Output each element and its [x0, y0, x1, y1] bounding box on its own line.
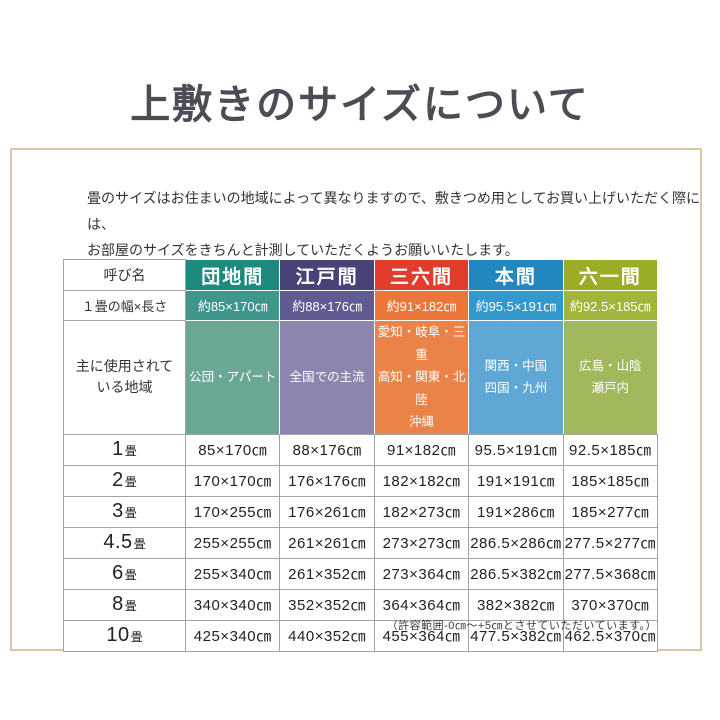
- value-cell: 185×277㎝: [562, 495, 658, 528]
- size-row-label: １畳の幅×長さ: [63, 290, 186, 321]
- table-row-2jo: 2畳 170×170㎝ 176×176㎝ 182×182㎝ 191×191㎝ 1…: [63, 464, 658, 497]
- region-cell: 公団・アパート: [184, 320, 281, 435]
- table-row-1jo: 1畳 85×170㎝ 88×176㎝ 91×182㎝ 95.5×191㎝ 92.…: [63, 433, 658, 466]
- tolerance-note: （許容範囲-0㎝～+5㎝とさせていただいています。）: [386, 620, 657, 632]
- column-header-rokuichima: 六一間: [562, 259, 658, 291]
- table-row-10jo: 10畳 425×340㎝ 440×352㎝ 455×364㎝ 477.5×382…: [63, 619, 658, 652]
- value-cell: 170×170㎝: [184, 464, 281, 497]
- value-cell: 176×176㎝: [279, 464, 375, 497]
- row-label-unit: 畳: [130, 630, 143, 644]
- value-cell: 182×182㎝: [373, 464, 470, 497]
- value-cell: 277.5×368㎝: [562, 557, 658, 590]
- unit-size-cell: 約85×170㎝: [184, 290, 281, 321]
- column-header-danchima: 団地間: [184, 259, 281, 291]
- row-label: 6畳: [63, 557, 186, 590]
- value-cell: 440×352㎝: [279, 619, 375, 652]
- value-cell: 176×261㎝: [279, 495, 375, 528]
- tatami-size-table: 呼び名 団地間 江戸間 三六間 本間 六一間 １畳の幅×長さ 約85×170㎝ …: [63, 259, 658, 652]
- value-cell: 261×261㎝: [279, 526, 375, 559]
- row-label-unit: 畳: [124, 475, 137, 489]
- row-label-unit: 畳: [124, 568, 137, 582]
- column-header-edoma: 江戸間: [279, 259, 375, 291]
- value-cell: 88×176㎝: [279, 433, 375, 466]
- value-cell: 352×352㎝: [279, 588, 375, 621]
- row-label-number: 3: [112, 500, 124, 522]
- value-cell: 273×273㎝: [373, 526, 470, 559]
- unit-size-cell: 約92.5×185㎝: [562, 290, 658, 321]
- row-label-unit: 畳: [124, 506, 137, 520]
- value-cell: 382×382㎝: [468, 588, 564, 621]
- region-cell: 愛知・岐阜・三重 高知・関東・北陸 沖縄: [373, 320, 470, 435]
- unit-size-cell: 約91×182㎝: [373, 290, 470, 321]
- row-label-number: 6: [112, 562, 124, 584]
- value-cell: 462.5×370㎝: [562, 619, 658, 652]
- value-cell: 91×182㎝: [373, 433, 470, 466]
- row-label-number: 8: [112, 593, 124, 615]
- table-header-row: 呼び名 団地間 江戸間 三六間 本間 六一間: [63, 259, 658, 291]
- unit-size-cell: 約95.5×191㎝: [468, 290, 564, 321]
- region-cell: 広島・山陰 瀬戸内: [562, 320, 658, 435]
- row-label: 3畳: [63, 495, 186, 528]
- value-cell: 455×364㎝: [373, 619, 470, 652]
- row-label-unit: 畳: [124, 444, 137, 458]
- value-cell: 340×340㎝: [184, 588, 281, 621]
- value-cell: 185×185㎝: [562, 464, 658, 497]
- row-label: 10畳: [63, 619, 186, 652]
- table-row-4-5jo: 4.5畳 255×255㎝ 261×261㎝ 273×273㎝ 286.5×28…: [63, 526, 658, 559]
- page-title: 上敷きのサイズについて: [130, 81, 590, 128]
- corner-header: 呼び名: [63, 259, 186, 291]
- table-row-6jo: 6畳 255×340㎝ 261×352㎝ 273×364㎝ 286.5×382㎝…: [63, 557, 658, 590]
- value-cell: 277.5×277㎝: [562, 526, 658, 559]
- value-cell: 286.5×382㎝: [468, 557, 564, 590]
- row-label-unit: 畳: [133, 537, 146, 551]
- row-label: 8畳: [63, 588, 186, 621]
- value-cell: 261×352㎝: [279, 557, 375, 590]
- region-row-label: 主に使用されて いる地域: [63, 320, 186, 435]
- row-label-number: 10: [106, 624, 130, 646]
- table-row-8jo: 8畳 340×340㎝ 352×352㎝ 364×364㎝ 382×382㎝ 3…: [63, 588, 658, 621]
- value-cell: 95.5×191㎝: [468, 433, 564, 466]
- unit-size-cell: 約88×176㎝: [279, 290, 375, 321]
- value-cell: 273×364㎝: [373, 557, 470, 590]
- value-cell: 85×170㎝: [184, 433, 281, 466]
- row-label-number: 1: [112, 438, 124, 460]
- value-cell: 370×370㎝: [562, 588, 658, 621]
- value-cell: 286.5×286㎝: [468, 526, 564, 559]
- value-cell: 255×255㎝: [184, 526, 281, 559]
- description-line-1: 畳のサイズはお住まいの地域によって異なりますので、敷きつめ用としてお買い上げいた…: [87, 190, 701, 232]
- region-cell: 全国での主流: [279, 320, 375, 435]
- row-label: 4.5畳: [63, 526, 186, 559]
- column-header-honma: 本間: [468, 259, 564, 291]
- value-cell: 425×340㎝: [184, 619, 281, 652]
- value-cell: 170×255㎝: [184, 495, 281, 528]
- description: 畳のサイズはお住まいの地域によって異なりますので、敷きつめ用としてお買い上げいた…: [87, 185, 720, 263]
- description-line-2: お部屋のサイズをきちんと計測していただくようお願いいたします。: [87, 242, 519, 258]
- column-header-sabuma: 三六間: [373, 259, 470, 291]
- row-label-number: 4.5: [103, 531, 133, 553]
- row-label: 2畳: [63, 464, 186, 497]
- value-cell: 255×340㎝: [184, 557, 281, 590]
- value-cell: 364×364㎝: [373, 588, 470, 621]
- row-label: 1畳: [63, 433, 186, 466]
- table-row-3jo: 3畳 170×255㎝ 176×261㎝ 182×273㎝ 191×286㎝ 1…: [63, 495, 658, 528]
- tatami-unit-size-row: １畳の幅×長さ 約85×170㎝ 約88×176㎝ 約91×182㎝ 約95.5…: [63, 290, 658, 321]
- value-cell: 92.5×185㎝: [562, 433, 658, 466]
- value-cell: 191×191㎝: [468, 464, 564, 497]
- region-row: 主に使用されて いる地域 公団・アパート 全国での主流 愛知・岐阜・三重 高知・…: [63, 320, 658, 435]
- value-cell: 477.5×382㎝: [468, 619, 564, 652]
- value-cell: 191×286㎝: [468, 495, 564, 528]
- row-label-unit: 畳: [124, 599, 137, 613]
- value-cell: 182×273㎝: [373, 495, 470, 528]
- region-cell: 関西・中国 四国・九州: [468, 320, 564, 435]
- row-label-number: 2: [112, 469, 124, 491]
